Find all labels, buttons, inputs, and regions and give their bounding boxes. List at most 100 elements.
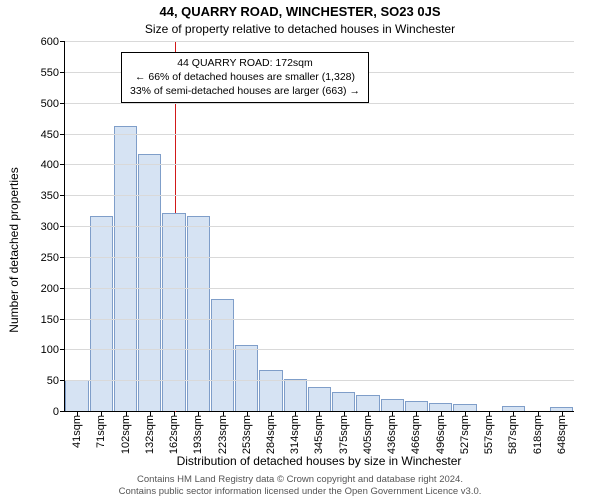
x-tick-label: 587sqm (507, 415, 519, 454)
x-tick-label: 162sqm (168, 415, 180, 454)
x-tick-label: 375sqm (338, 415, 350, 454)
histogram-bar (356, 395, 379, 411)
y-tick-label: 150 (41, 314, 59, 326)
x-tick-label: 314sqm (289, 415, 301, 454)
histogram-bar (235, 345, 258, 411)
gridline (65, 134, 574, 135)
bar-slot: 496sqm (429, 403, 453, 411)
histogram-bar (405, 401, 428, 411)
gridline (65, 41, 574, 42)
y-tick-mark (60, 319, 65, 320)
gridline (65, 195, 574, 196)
histogram-bar (284, 379, 307, 411)
x-tick-label: 527sqm (459, 415, 471, 454)
x-tick-label: 618sqm (532, 415, 544, 454)
bar-slot: 71sqm (89, 216, 113, 411)
x-axis-title: Distribution of detached houses by size … (64, 454, 574, 468)
x-tick-label: 496sqm (435, 415, 447, 454)
chart-title-main: 44, QUARRY ROAD, WINCHESTER, SO23 0JS (0, 4, 600, 19)
y-tick-label: 450 (41, 129, 59, 141)
y-axis-title: Number of detached properties (7, 85, 21, 250)
annotation-line: ← 66% of detached houses are smaller (1,… (130, 70, 360, 84)
x-tick-label: 557sqm (483, 415, 495, 454)
gridline (65, 349, 574, 350)
y-tick-label: 200 (41, 283, 59, 295)
footer-line-1: Contains HM Land Registry data © Crown c… (0, 474, 600, 486)
gridline (65, 164, 574, 165)
bar-slot: 375sqm (332, 392, 356, 412)
y-tick-mark (60, 72, 65, 73)
x-tick-label: 223sqm (217, 415, 229, 454)
x-tick-label: 345sqm (313, 415, 325, 454)
chart-container: 44, QUARRY ROAD, WINCHESTER, SO23 0JS Si… (0, 0, 600, 500)
histogram-bar (65, 380, 88, 411)
gridline (65, 380, 574, 381)
histogram-bar (114, 126, 137, 411)
gridline (65, 257, 574, 258)
plot-area: 44 QUARRY ROAD: 172sqm← 66% of detached … (64, 42, 574, 412)
gridline (65, 103, 574, 104)
y-tick-label: 250 (41, 252, 59, 264)
x-tick-label: 71sqm (95, 415, 107, 448)
x-tick-label: 253sqm (241, 415, 253, 454)
y-tick-mark (60, 134, 65, 135)
bar-slot: 345sqm (307, 387, 331, 411)
y-tick-mark (60, 257, 65, 258)
y-tick-mark (60, 41, 65, 42)
y-tick-label: 500 (41, 98, 59, 110)
y-tick-label: 100 (41, 344, 59, 356)
y-tick-mark (60, 411, 65, 412)
bar-slot: 284sqm (259, 370, 283, 411)
bar-slot: 102sqm (113, 126, 137, 411)
bar-slot: 466sqm (404, 401, 428, 411)
x-tick-label: 648sqm (556, 415, 568, 454)
histogram-bar (259, 370, 282, 411)
histogram-bar (138, 154, 161, 411)
histogram-bar (90, 216, 113, 411)
y-tick-label: 300 (41, 221, 59, 233)
y-tick-label: 50 (47, 375, 59, 387)
bar-slot: 587sqm (501, 406, 525, 411)
y-tick-mark (60, 288, 65, 289)
y-tick-mark (60, 195, 65, 196)
footer-attribution: Contains HM Land Registry data © Crown c… (0, 474, 600, 498)
x-tick-label: 41sqm (71, 415, 83, 448)
annotation-line: 33% of semi-detached houses are larger (… (130, 84, 360, 98)
y-tick-mark (60, 380, 65, 381)
y-tick-mark (60, 349, 65, 350)
gridline (65, 288, 574, 289)
y-tick-label: 400 (41, 159, 59, 171)
footer-line-2: Contains public sector information licen… (0, 486, 600, 498)
x-tick-label: 284sqm (265, 415, 277, 454)
y-tick-mark (60, 103, 65, 104)
bar-slot: 41sqm (65, 380, 89, 411)
bar-slot: 436sqm (380, 399, 404, 411)
histogram-bar (308, 387, 331, 411)
x-tick-label: 102sqm (120, 415, 132, 454)
x-tick-label: 405sqm (362, 415, 374, 454)
histogram-bar (453, 404, 476, 411)
gridline (65, 319, 574, 320)
histogram-bar (162, 213, 185, 411)
bar-slot: 132sqm (138, 154, 162, 411)
histogram-bar (211, 299, 234, 411)
annotation-line: 44 QUARRY ROAD: 172sqm (130, 56, 360, 70)
bar-slot: 405sqm (356, 395, 380, 411)
bar-slot: 253sqm (235, 345, 259, 411)
y-tick-label: 600 (41, 36, 59, 48)
annotation-box: 44 QUARRY ROAD: 172sqm← 66% of detached … (121, 52, 369, 103)
histogram-bar (332, 392, 355, 412)
x-tick-label: 436sqm (386, 415, 398, 454)
bar-slot: 223sqm (210, 299, 234, 411)
y-tick-label: 0 (53, 406, 59, 418)
bar-slot: 193sqm (186, 216, 210, 411)
x-tick-label: 466sqm (410, 415, 422, 454)
bar-slot: 527sqm (453, 404, 477, 411)
histogram-bar (381, 399, 404, 411)
x-tick-label: 193sqm (192, 415, 204, 454)
y-tick-mark (60, 164, 65, 165)
x-tick-label: 132sqm (144, 415, 156, 454)
bar-slot: 162sqm (162, 213, 186, 411)
histogram-bar (429, 403, 452, 411)
bar-slot: 314sqm (283, 379, 307, 411)
